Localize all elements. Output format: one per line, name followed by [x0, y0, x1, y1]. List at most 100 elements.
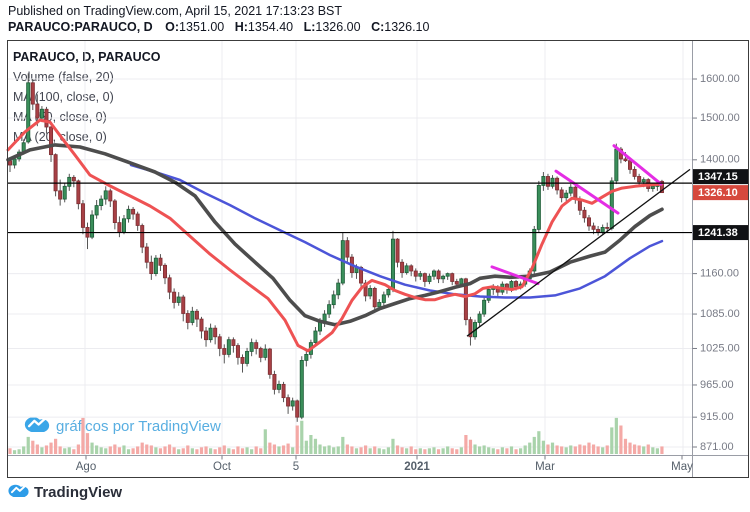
- ohlc-high: H:1354.40: [234, 20, 294, 34]
- candle-body: [117, 222, 122, 233]
- candle-body: [67, 176, 72, 187]
- candle-body: [94, 205, 99, 216]
- candle-body: [623, 158, 628, 162]
- candle-body: [254, 342, 259, 349]
- volume-bar: [122, 445, 126, 454]
- volume-bar: [300, 420, 304, 454]
- ohlc-open: O:1351.00: [165, 20, 225, 34]
- time-tick-label: 5: [293, 461, 299, 473]
- volume-bar: [523, 445, 527, 454]
- candle-body: [71, 176, 76, 182]
- volume-bar: [359, 447, 363, 454]
- volume-bar: [291, 447, 295, 454]
- candle-body: [112, 200, 117, 224]
- candle-body: [532, 228, 537, 272]
- volume-bar: [409, 446, 413, 454]
- candle-body: [482, 299, 487, 315]
- volume-bar: [560, 446, 564, 454]
- volume-bar: [199, 447, 204, 454]
- candle-body: [445, 273, 450, 277]
- volume-bar: [632, 444, 637, 454]
- legend-ma100-row[interactable]: MA (100, close, 0): [13, 90, 114, 104]
- volume-bar: [218, 447, 222, 454]
- ma100-line: [129, 163, 664, 299]
- volume-bar: [446, 446, 450, 454]
- price-tick-label: 871.00: [700, 441, 734, 453]
- time-tick-label: May: [671, 461, 693, 473]
- footer-brand-text: TradingView: [34, 484, 123, 501]
- candle-body: [26, 82, 31, 143]
- volume-bar: [35, 444, 39, 454]
- volume-bar: [63, 448, 67, 454]
- candle-body: [637, 176, 642, 183]
- candle-body: [240, 356, 245, 364]
- volume-bar: [85, 433, 90, 454]
- volume-bar: [382, 449, 386, 454]
- magenta-trendline: [490, 265, 540, 286]
- candle-body: [418, 273, 423, 277]
- volume-bar: [158, 448, 163, 454]
- candle-body: [185, 313, 190, 323]
- candle-body: [176, 296, 181, 303]
- volume-bar: [646, 444, 650, 454]
- candle-body: [213, 327, 218, 338]
- magenta-trendline: [554, 169, 620, 215]
- footer-brand-link[interactable]: TradingView: [8, 482, 122, 503]
- volume-bar: [145, 444, 149, 454]
- candle-body: [103, 190, 108, 200]
- volume-bar: [40, 447, 44, 454]
- volume-bar: [26, 436, 30, 454]
- legend-volume-row[interactable]: Volume (false, 20): [13, 70, 114, 84]
- volume-bar: [17, 449, 21, 454]
- candle-body: [477, 313, 482, 323]
- volume-bar: [318, 444, 322, 454]
- candle-body: [327, 304, 332, 315]
- volume-bar: [58, 446, 62, 454]
- candle-body: [614, 148, 619, 182]
- volume-bar: [505, 448, 509, 454]
- volume-bar: [268, 442, 272, 454]
- volume-bar: [104, 448, 108, 454]
- candle-body: [413, 270, 418, 277]
- candle-body: [336, 282, 341, 296]
- volume-bar: [459, 447, 463, 454]
- candle-body: [249, 342, 254, 352]
- time-tick-label: Mar: [535, 461, 555, 473]
- ohlc-low: L:1326.00: [303, 20, 361, 34]
- candle-body: [226, 339, 231, 355]
- volume-bar: [12, 450, 17, 454]
- candle-body: [422, 273, 427, 282]
- volume-bar: [131, 448, 135, 454]
- candle-body: [605, 227, 610, 229]
- volume-bar: [377, 448, 381, 454]
- candle-body: [167, 277, 172, 293]
- candle-body: [99, 198, 104, 206]
- volume-bar: [53, 438, 58, 454]
- volume-bar: [117, 447, 122, 454]
- volume-bar: [391, 438, 395, 454]
- volume-bar: [395, 445, 400, 454]
- candle-body: [272, 374, 277, 390]
- candle-body: [541, 176, 546, 186]
- volume-bar: [564, 447, 568, 454]
- candle-body: [172, 291, 177, 303]
- watermark-link[interactable]: gráficos por TradingView: [24, 414, 221, 438]
- candle-body: [290, 400, 295, 407]
- volume-bar: [245, 447, 249, 454]
- candle-body: [62, 185, 67, 200]
- volume-bar: [473, 444, 477, 454]
- volume-bar: [259, 448, 263, 454]
- candle-body: [258, 348, 263, 358]
- candle-body: [108, 190, 113, 202]
- candle-body: [231, 339, 236, 346]
- volume-bar: [628, 442, 632, 454]
- volume-bar: [596, 446, 600, 454]
- candle-body: [372, 287, 377, 308]
- legend-symbol-row[interactable]: PARAUCO, D, PARAUCO: [13, 50, 161, 64]
- ma50-line: [6, 143, 664, 327]
- volume-bar: [190, 448, 194, 454]
- candle-body: [44, 108, 49, 128]
- volume-bar: [263, 429, 267, 454]
- candle-body: [596, 228, 601, 233]
